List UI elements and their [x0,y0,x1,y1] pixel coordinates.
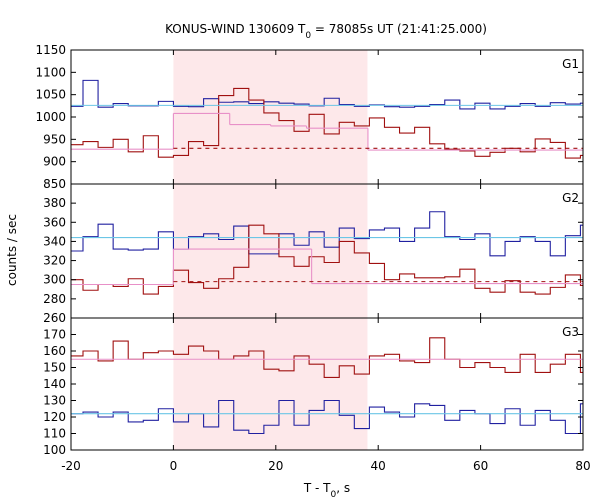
panel-g2-series [71,211,583,295]
y-tick-label: 320 [43,254,66,268]
y-tick-label: 340 [43,234,66,248]
x-tick-label: 0 [170,459,178,473]
shaded-interval [173,50,368,450]
x-tick-label: 60 [473,459,488,473]
y-tick-label: 170 [43,328,66,342]
panel-g1-series [71,79,583,159]
y-tick-label: 1100 [35,65,66,79]
panel-label-g1: G1 [562,57,579,71]
chart-title: KONUS-WIND 130609 T0 = 78085s UT (21:41:… [165,22,487,41]
x-tick-label: -20 [61,459,81,473]
y-tick-label: 950 [43,132,66,146]
series-g1-red-step-line [71,87,583,159]
series-g3-blue-step-line [71,399,583,435]
shaded-interval-layer [173,50,368,450]
series-g1-blue-step-line [71,79,583,110]
y-tick-label: 1050 [35,88,66,102]
y-tick-label: 120 [43,410,66,424]
y-tick-label: 300 [43,273,66,287]
label-layer: 8509009501000105011001150G12602803003203… [35,43,590,473]
series-g2-red-step-line [71,224,583,295]
y-tick-label: 900 [43,155,66,169]
y-tick-label: 280 [43,292,66,306]
y-tick-label: 850 [43,177,66,191]
y-tick-label: 140 [43,377,66,391]
y-tick-label: 260 [43,311,66,325]
y-tick-label: 130 [43,394,66,408]
y-tick-label: 1150 [35,43,66,57]
chart-title-subscript: 0 [305,31,311,41]
frame-layer [70,49,584,451]
y-axis-title: counts / sec [5,214,19,286]
y-tick-label: 1000 [35,110,66,124]
y-tick-label: 110 [43,427,66,441]
x-tick-label: 80 [575,459,590,473]
y-tick-label: 360 [43,215,66,229]
x-axis-title: T - T0, s [303,481,350,500]
y-tick-label: 380 [43,196,66,210]
data-layer [71,79,583,435]
x-tick-label: 40 [371,459,386,473]
panel-label-g3: G3 [562,325,579,339]
y-tick-label: 150 [43,361,66,375]
panel-label-g2: G2 [562,191,579,205]
series-g3-red-step-line [71,337,583,378]
x-tick-label: 20 [268,459,283,473]
y-tick-label: 160 [43,344,66,358]
y-tick-label: 100 [43,443,66,457]
x-axis-title-subscript: 0 [331,490,337,500]
panel-g3-series [71,337,583,435]
